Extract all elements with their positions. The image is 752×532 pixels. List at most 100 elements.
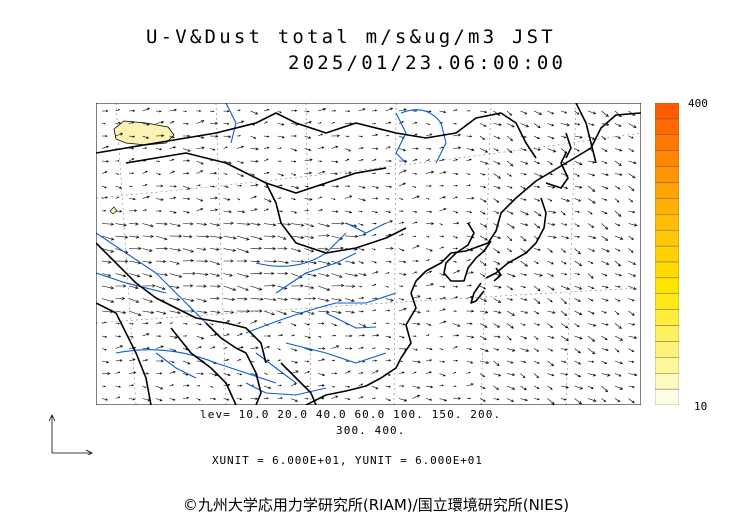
wind-vector bbox=[439, 308, 446, 312]
wind-vector bbox=[439, 398, 448, 402]
wind-vector bbox=[628, 373, 638, 377]
wind-vector bbox=[493, 260, 501, 265]
wind-vector bbox=[547, 185, 556, 189]
wind-vector bbox=[466, 383, 474, 387]
wind-vector bbox=[533, 110, 543, 115]
wind-vector bbox=[304, 197, 313, 201]
wind-vector bbox=[452, 184, 458, 187]
wind-vector bbox=[169, 248, 182, 252]
wind-vector bbox=[587, 260, 594, 264]
wind-vector bbox=[209, 273, 221, 277]
wind-vector bbox=[398, 210, 404, 213]
wind-vector bbox=[169, 185, 177, 188]
wind-vector bbox=[263, 185, 268, 188]
wind-vector bbox=[425, 334, 430, 337]
wind-vector bbox=[466, 110, 471, 112]
wind-vector bbox=[439, 259, 444, 262]
wind-vector bbox=[614, 210, 622, 217]
wind-vector bbox=[493, 185, 501, 189]
wind-vector bbox=[439, 348, 444, 350]
wind-vector bbox=[371, 334, 380, 337]
dust-plume bbox=[113, 120, 175, 146]
wind-vector bbox=[264, 334, 272, 338]
wind-vector bbox=[115, 385, 122, 388]
wind-vector bbox=[574, 123, 581, 126]
wind-vector bbox=[115, 173, 120, 175]
wind-vector bbox=[304, 148, 312, 151]
wind-vector bbox=[115, 310, 127, 314]
wind-vector bbox=[263, 158, 269, 162]
wind-vector bbox=[587, 235, 597, 239]
wind-vector bbox=[452, 172, 459, 175]
wind-vector bbox=[506, 135, 513, 142]
wind-vector bbox=[385, 246, 394, 250]
wind-vector bbox=[196, 259, 209, 263]
wind-vector bbox=[574, 148, 580, 152]
wind-vector bbox=[223, 146, 228, 149]
wind-vector bbox=[601, 235, 609, 241]
wind-vector bbox=[614, 248, 621, 252]
wind-vector bbox=[520, 298, 528, 301]
wind-vector bbox=[236, 273, 250, 278]
wind-vector bbox=[250, 285, 263, 291]
wind-vector bbox=[628, 198, 634, 203]
wind-vector bbox=[345, 347, 353, 350]
wind-vector bbox=[182, 322, 188, 325]
wind-vector bbox=[574, 348, 582, 354]
wind-vector bbox=[601, 385, 609, 393]
wind-vector bbox=[142, 298, 154, 303]
wind-vector bbox=[628, 210, 636, 214]
wind-vector bbox=[317, 247, 329, 251]
wind-vector bbox=[587, 110, 597, 115]
wind-vector bbox=[479, 310, 489, 314]
wind-vector bbox=[371, 185, 380, 189]
wind-vector bbox=[547, 148, 557, 153]
wind-vector bbox=[533, 373, 540, 379]
wind-vector bbox=[128, 285, 139, 290]
wind-vector bbox=[277, 260, 290, 264]
vector-unit-label: XUNIT = 6.000E+01, YUNIT = 6.000E+01 bbox=[212, 454, 483, 467]
wind-vector bbox=[358, 372, 364, 374]
wind-vector bbox=[371, 248, 376, 251]
wind-vector bbox=[466, 397, 472, 400]
wind-vector bbox=[223, 173, 228, 175]
wind-vector bbox=[196, 208, 204, 212]
wind-vector bbox=[439, 159, 445, 162]
wind-vector bbox=[385, 385, 391, 388]
wind-vector bbox=[547, 210, 557, 214]
wind-vector bbox=[479, 385, 486, 389]
wind-vector bbox=[439, 208, 447, 212]
wind-vector bbox=[385, 220, 394, 224]
wind-vector bbox=[493, 310, 502, 314]
wind-vector bbox=[223, 135, 232, 138]
wind-vector bbox=[277, 110, 282, 113]
wind-vector bbox=[425, 270, 433, 274]
wind-vector bbox=[371, 109, 378, 112]
wind-vector bbox=[182, 172, 190, 175]
wind-vector bbox=[263, 346, 270, 349]
wind-vector bbox=[223, 373, 231, 377]
wind-vector bbox=[425, 259, 430, 262]
wind-vector bbox=[425, 385, 434, 389]
wind-vector bbox=[493, 210, 500, 214]
wind-vector bbox=[196, 146, 205, 150]
wind-vector bbox=[115, 132, 124, 137]
wind-vector bbox=[196, 310, 208, 314]
wind-vector bbox=[466, 259, 471, 262]
wind-vector bbox=[155, 259, 167, 264]
wind-vector bbox=[614, 135, 622, 139]
wind-vector bbox=[452, 371, 457, 374]
wind-vector bbox=[425, 159, 431, 162]
wind-vector bbox=[128, 197, 136, 201]
wind-vector bbox=[439, 146, 444, 149]
wind-vector bbox=[263, 223, 277, 227]
wind-vector bbox=[506, 385, 516, 390]
wind-vector bbox=[196, 346, 202, 349]
wind-vector bbox=[277, 321, 282, 324]
wind-vector bbox=[317, 234, 330, 238]
wind-vector bbox=[520, 173, 527, 176]
wind-vector bbox=[533, 223, 541, 229]
wind-vector bbox=[398, 285, 404, 288]
wind-vector bbox=[101, 235, 115, 241]
colorbar-segment bbox=[655, 357, 679, 374]
